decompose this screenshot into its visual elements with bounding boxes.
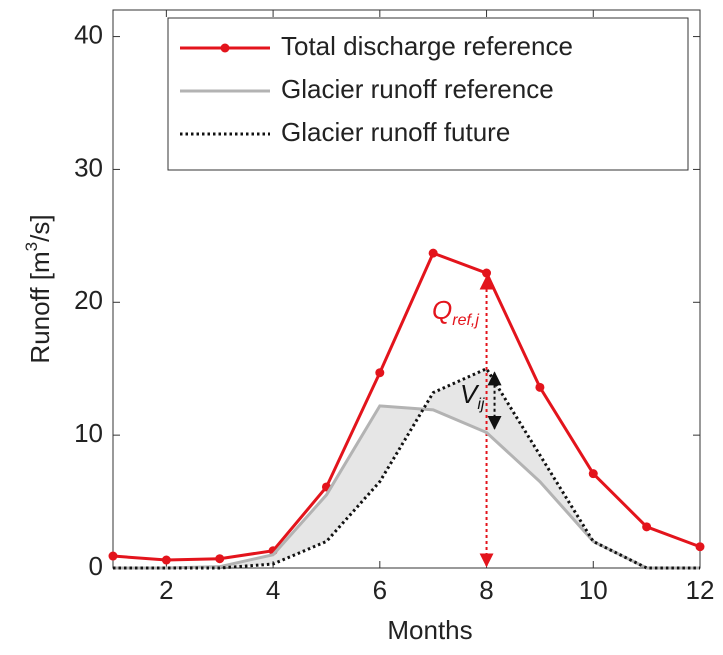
x-tick-label: 12 — [686, 575, 715, 605]
legend-label: Glacier runoff reference — [281, 74, 554, 104]
x-tick-label: 4 — [266, 575, 280, 605]
y-axis-label-part: 3 — [22, 242, 41, 251]
y-axis-label: Runoff [m3/s] — [22, 214, 55, 363]
point-marker — [535, 382, 545, 392]
series-line — [113, 366, 700, 570]
point-marker — [375, 368, 385, 378]
legend-box — [167, 17, 689, 171]
x-tick-label: 8 — [479, 575, 493, 605]
series-line — [112, 251, 701, 562]
point-marker — [428, 248, 438, 258]
legend-label: Total discharge reference — [281, 31, 573, 61]
annotation: Vij — [460, 379, 485, 413]
point-marker — [588, 469, 598, 479]
point-marker — [642, 522, 652, 532]
annotation-main: Q — [432, 295, 452, 325]
annotation-main: V — [460, 379, 480, 409]
annotation: Qref,j — [432, 295, 479, 329]
point-marker — [108, 551, 118, 561]
difference-area — [113, 368, 700, 568]
point-marker — [161, 555, 171, 565]
legend-label: Glacier runoff future — [281, 117, 510, 147]
y-axis-label-part: Runoff [m — [25, 251, 55, 363]
x-axis-label: Months — [387, 615, 472, 645]
annotation-subscript: ij — [477, 396, 485, 413]
point-marker — [695, 542, 705, 552]
series-line — [113, 404, 700, 570]
y-tick-label: 0 — [89, 551, 103, 581]
x-tick-label: 6 — [373, 575, 387, 605]
x-tick-label: 10 — [579, 575, 608, 605]
plot-frame — [112, 9, 701, 569]
y-axis-label-part: /s] — [25, 214, 55, 241]
x-tick-label: 2 — [159, 575, 173, 605]
y-tick-label: 40 — [74, 19, 103, 49]
legend-swatch-marker — [220, 43, 230, 53]
y-tick-label: 10 — [74, 418, 103, 448]
y-tick-label: 30 — [74, 152, 103, 182]
point-marker — [215, 554, 225, 564]
y-tick-label: 20 — [74, 285, 103, 315]
point-marker — [482, 268, 492, 278]
annotation-subscript: ref,j — [452, 312, 479, 329]
